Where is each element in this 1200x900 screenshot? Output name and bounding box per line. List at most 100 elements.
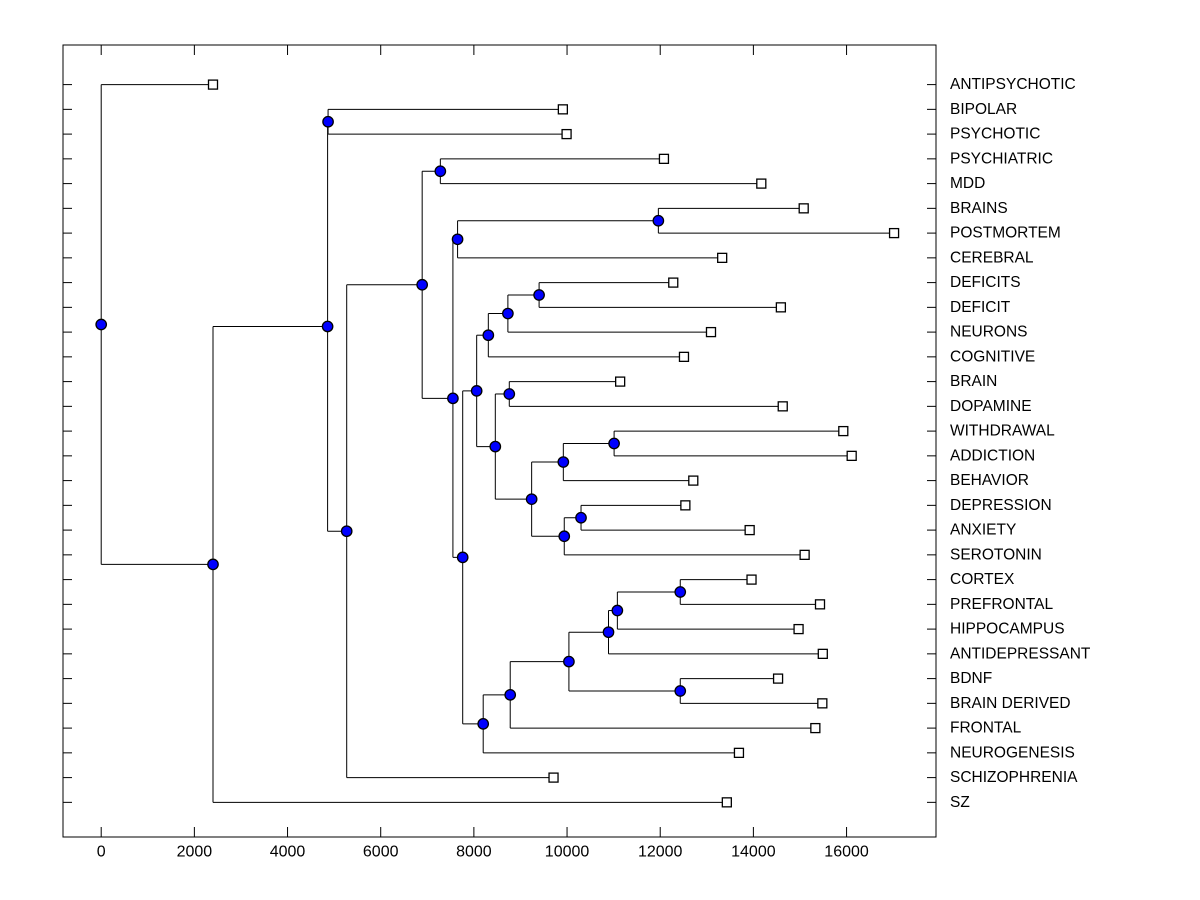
leaf-label-antidepressant: ANTIDEPRESSANT <box>950 645 1091 662</box>
leaf-marker-bipolar <box>557 104 569 115</box>
leaf-label-addiction: ADDICTION <box>950 447 1035 464</box>
leaf-marker-bdnf <box>772 673 784 684</box>
branch-node-marker-i <box>447 392 459 405</box>
x-tick-label-8: 16000 <box>824 843 869 860</box>
leaf-label-psychotic: PSYCHOTIC <box>950 126 1040 143</box>
branch-node-marker-l <box>482 329 495 342</box>
branch-node-marker-w <box>674 586 687 598</box>
leaf-marker-mdd <box>756 178 767 189</box>
leaf-marker-postmortem <box>888 227 900 239</box>
leaf-marker-cognitive <box>678 351 690 363</box>
branch-node-marker-u <box>558 530 571 543</box>
leaf-label-deficit: DEFICIT <box>950 299 1011 316</box>
leaf-marker-cortex <box>746 574 757 585</box>
leaf-label-anxiety: ANXIETY <box>950 522 1016 539</box>
leaf-label-antipsychotic: ANTIPSYCHOTIC <box>950 76 1076 93</box>
leaf-marker-deficit <box>775 302 787 313</box>
branch-node-marker-aa <box>674 685 687 697</box>
branch-node-marker-p <box>525 493 538 506</box>
leaf-marker-cerebral <box>717 252 728 264</box>
leaf-marker-withdrawal <box>838 425 849 437</box>
leaf-label-schizophrenia: SCHIZOPHRENIA <box>950 769 1078 786</box>
leaf-marker-brains <box>798 203 809 214</box>
branch-node-marker-r <box>557 456 570 468</box>
leaf-marker-deficits <box>668 277 679 288</box>
x-tick-label-4: 8000 <box>456 843 492 860</box>
branch-node-marker-root <box>95 318 108 331</box>
leaf-label-neurons: NEURONS <box>950 324 1028 341</box>
leaf-marker-neurons <box>705 326 717 338</box>
branch-node-marker-q <box>456 551 469 564</box>
leaf-label-brain-derived: BRAIN DERIVED <box>950 695 1071 712</box>
branch-node-marker-g <box>207 558 219 571</box>
leaf-label-frontal: FRONTAL <box>950 720 1022 737</box>
branch-node-marker-m <box>470 385 483 397</box>
x-tick-label-0: 0 <box>97 843 106 860</box>
x-tick-label-2: 4000 <box>270 843 306 860</box>
branch-node-marker-k <box>502 307 514 320</box>
leaf-marker-antipsychotic <box>207 79 219 90</box>
leaf-label-postmortem: POSTMORTEM <box>950 225 1061 242</box>
leaf-marker-prefrontal <box>814 599 826 610</box>
branch-node-marker-c <box>340 525 353 538</box>
branch-node-marker-ab <box>504 688 517 701</box>
branch-node-marker-y <box>602 626 615 639</box>
leaf-marker-behavior <box>688 475 699 486</box>
leaf-label-dopamine: DOPAMINE <box>950 398 1032 415</box>
leaf-label-prefrontal: PREFRONTAL <box>950 596 1053 613</box>
branch-node-marker-j <box>533 289 545 301</box>
leaf-label-cerebral: CEREBRAL <box>950 249 1034 266</box>
leaf-label-hippocampus: HIPPOCAMPUS <box>950 621 1065 638</box>
branch-node-marker-b <box>321 320 334 333</box>
leaf-marker-dopamine <box>777 401 788 412</box>
leaf-label-withdrawal: WITHDRAWAL <box>950 423 1055 440</box>
leaf-label-cortex: CORTEX <box>950 571 1015 588</box>
leaf-marker-psychotic <box>561 128 572 140</box>
leaf-label-bipolar: BIPOLAR <box>950 101 1017 118</box>
leaf-label-psychiatric: PSYCHIATRIC <box>950 150 1053 167</box>
branch-node-marker-n <box>503 388 516 400</box>
branch-node-marker-t <box>575 511 587 524</box>
leaf-marker-frontal <box>810 722 821 734</box>
branch-node-marker-x <box>611 604 624 617</box>
leaf-marker-depression <box>680 500 691 511</box>
branch-node-marker-h <box>434 165 447 178</box>
x-tick-label-1: 2000 <box>177 843 213 860</box>
branch-node-marker-d <box>451 233 464 246</box>
leaf-label-behavior: BEHAVIOR <box>950 472 1029 489</box>
axes-box <box>62 44 937 838</box>
leaf-marker-neurogenesis <box>733 747 745 758</box>
branch-node-marker-z <box>563 655 575 668</box>
leaf-marker-addiction <box>846 450 857 462</box>
branch-node-marker-a <box>322 115 334 128</box>
leaf-marker-schizophrenia <box>548 772 559 783</box>
branch-node-marker-v <box>477 717 490 730</box>
branch-node-marker-s <box>608 437 620 450</box>
leaf-label-neurogenesis: NEUROGENESIS <box>950 744 1075 761</box>
leaf-marker-psychiatric <box>658 153 670 165</box>
leaf-marker-anxiety <box>744 524 755 536</box>
leaf-marker-antidepressant <box>817 648 828 659</box>
leaf-label-serotonin: SEROTONIN <box>950 546 1042 563</box>
x-tick-label-7: 14000 <box>731 843 776 860</box>
leaf-label-mdd: MDD <box>950 175 985 192</box>
leaf-label-depression: DEPRESSION <box>950 497 1052 514</box>
leaf-marker-brain-derived <box>817 698 828 709</box>
leaf-marker-hippocampus <box>793 623 804 635</box>
leaf-marker-serotonin <box>799 549 810 560</box>
leaf-marker-sz <box>721 797 732 808</box>
leaf-label-brain: BRAIN <box>950 373 997 390</box>
leaf-label-cognitive: COGNITIVE <box>950 348 1035 365</box>
leaf-label-sz: SZ <box>950 794 970 811</box>
leaf-marker-brain <box>615 376 626 387</box>
branch-node-marker-e <box>652 214 665 227</box>
branch-node-marker-o <box>489 440 502 453</box>
branch-node-marker-f <box>416 278 429 291</box>
x-tick-label-3: 6000 <box>363 843 399 860</box>
leaf-label-deficits: DEFICITS <box>950 274 1021 291</box>
x-tick-label-6: 12000 <box>638 843 683 860</box>
